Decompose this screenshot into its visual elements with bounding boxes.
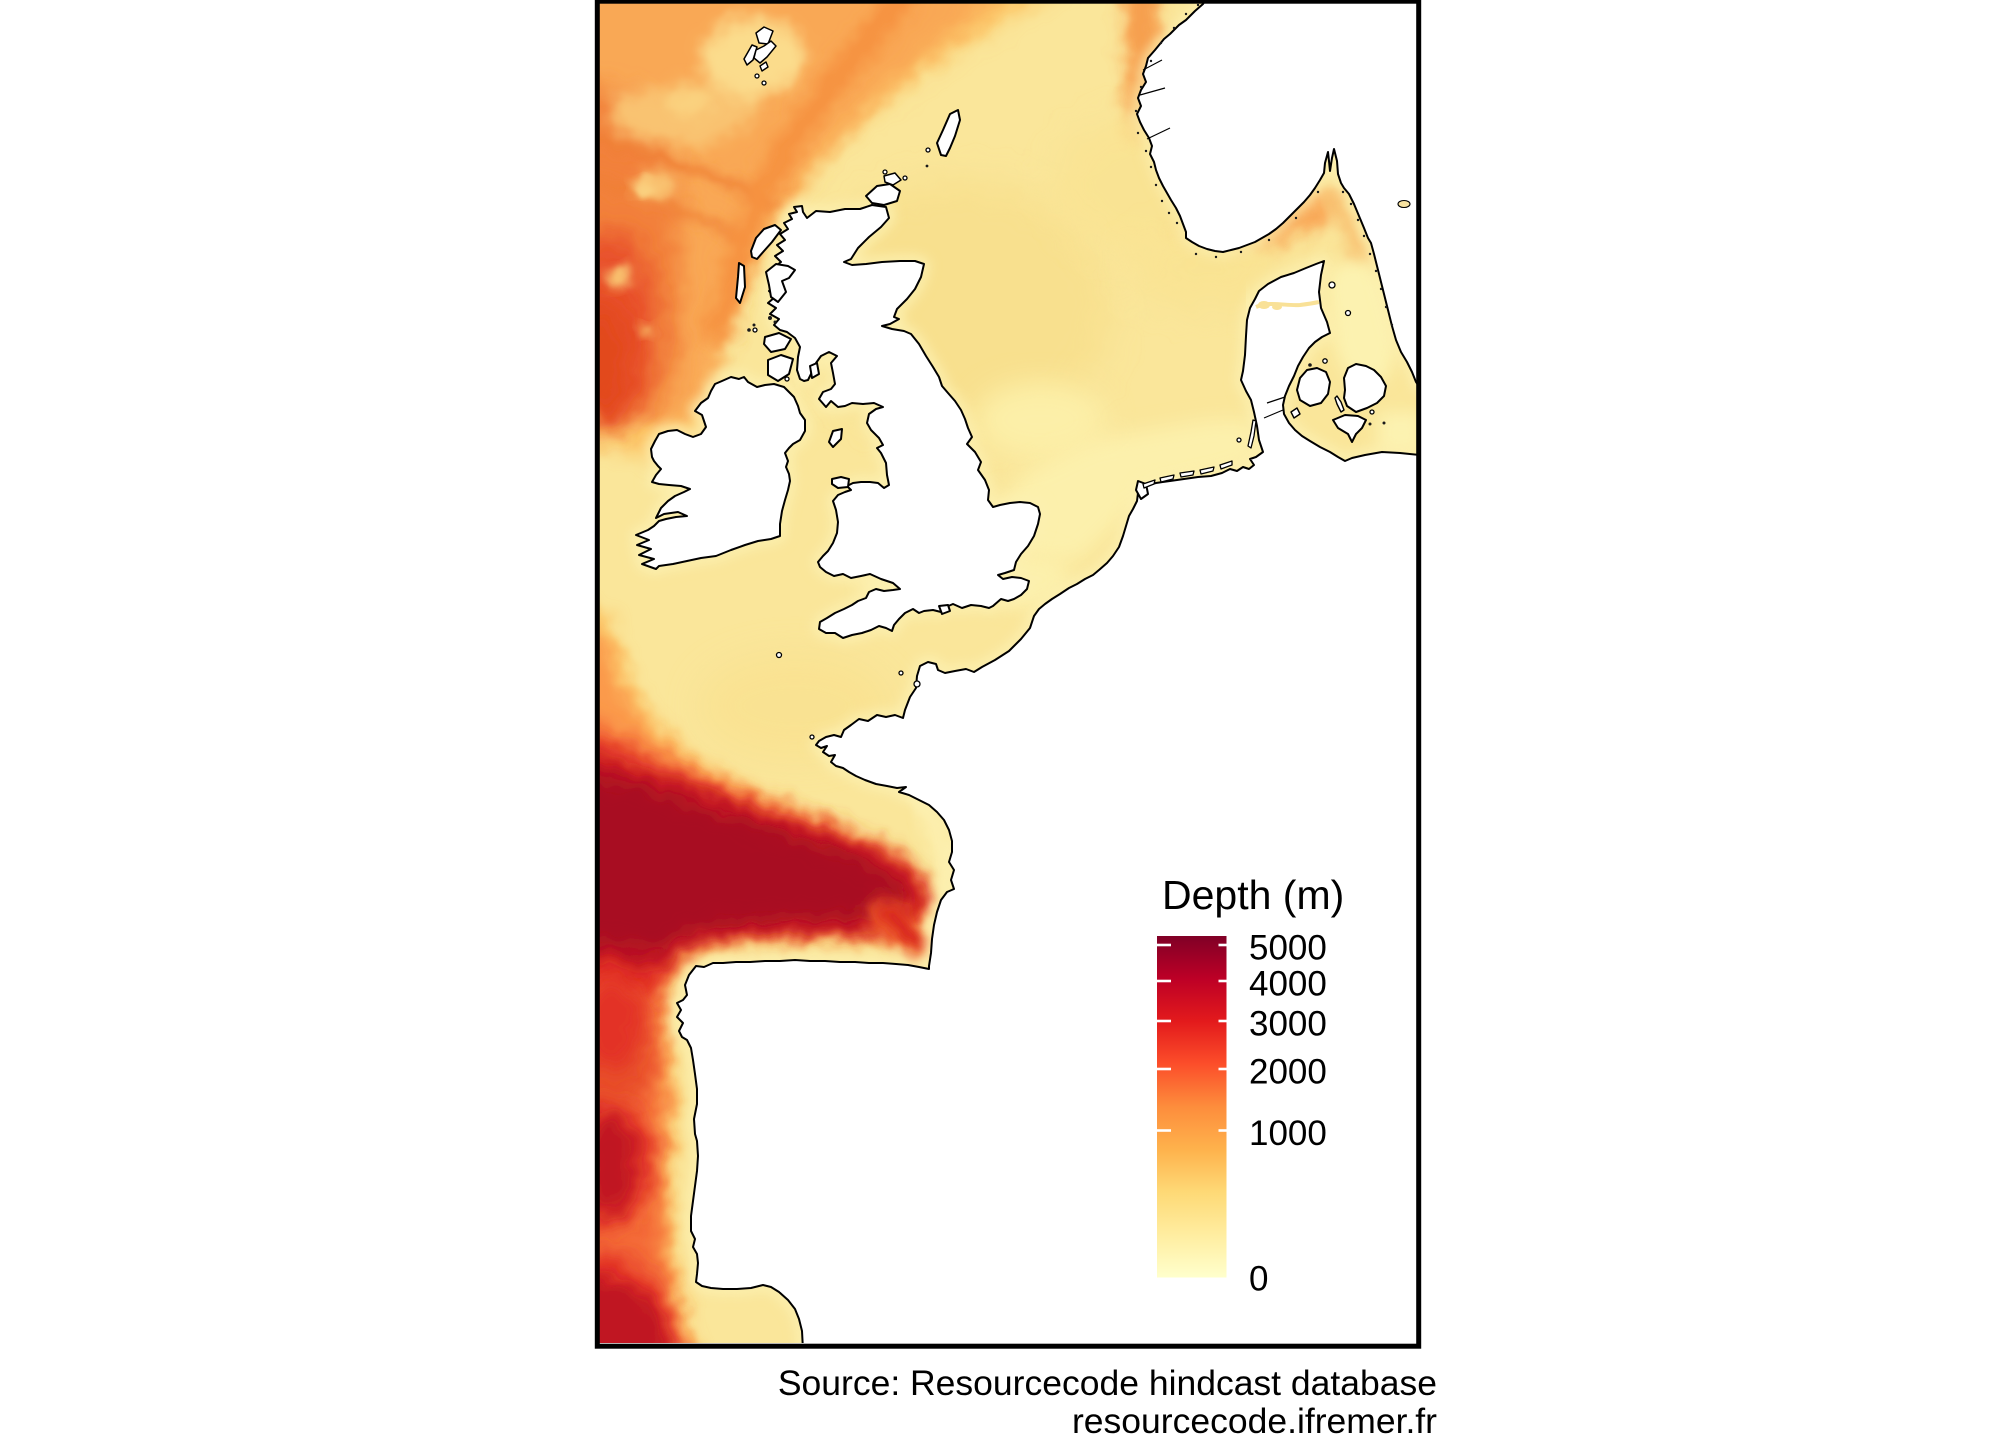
svg-text:3000: 3000 bbox=[1249, 1005, 1327, 1044]
svg-text:resourcecode.ifremer.fr: resourcecode.ifremer.fr bbox=[1072, 1401, 1437, 1440]
svg-text:1000: 1000 bbox=[1249, 1114, 1327, 1153]
svg-text:5000: 5000 bbox=[1249, 929, 1327, 968]
svg-text:4000: 4000 bbox=[1249, 965, 1327, 1004]
svg-text:Depth (m): Depth (m) bbox=[1162, 872, 1344, 918]
svg-text:2000: 2000 bbox=[1249, 1053, 1327, 1092]
svg-text:Source: Resourcecode hindcast: Source: Resourcecode hindcast database bbox=[778, 1363, 1437, 1403]
svg-text:0: 0 bbox=[1249, 1260, 1268, 1299]
